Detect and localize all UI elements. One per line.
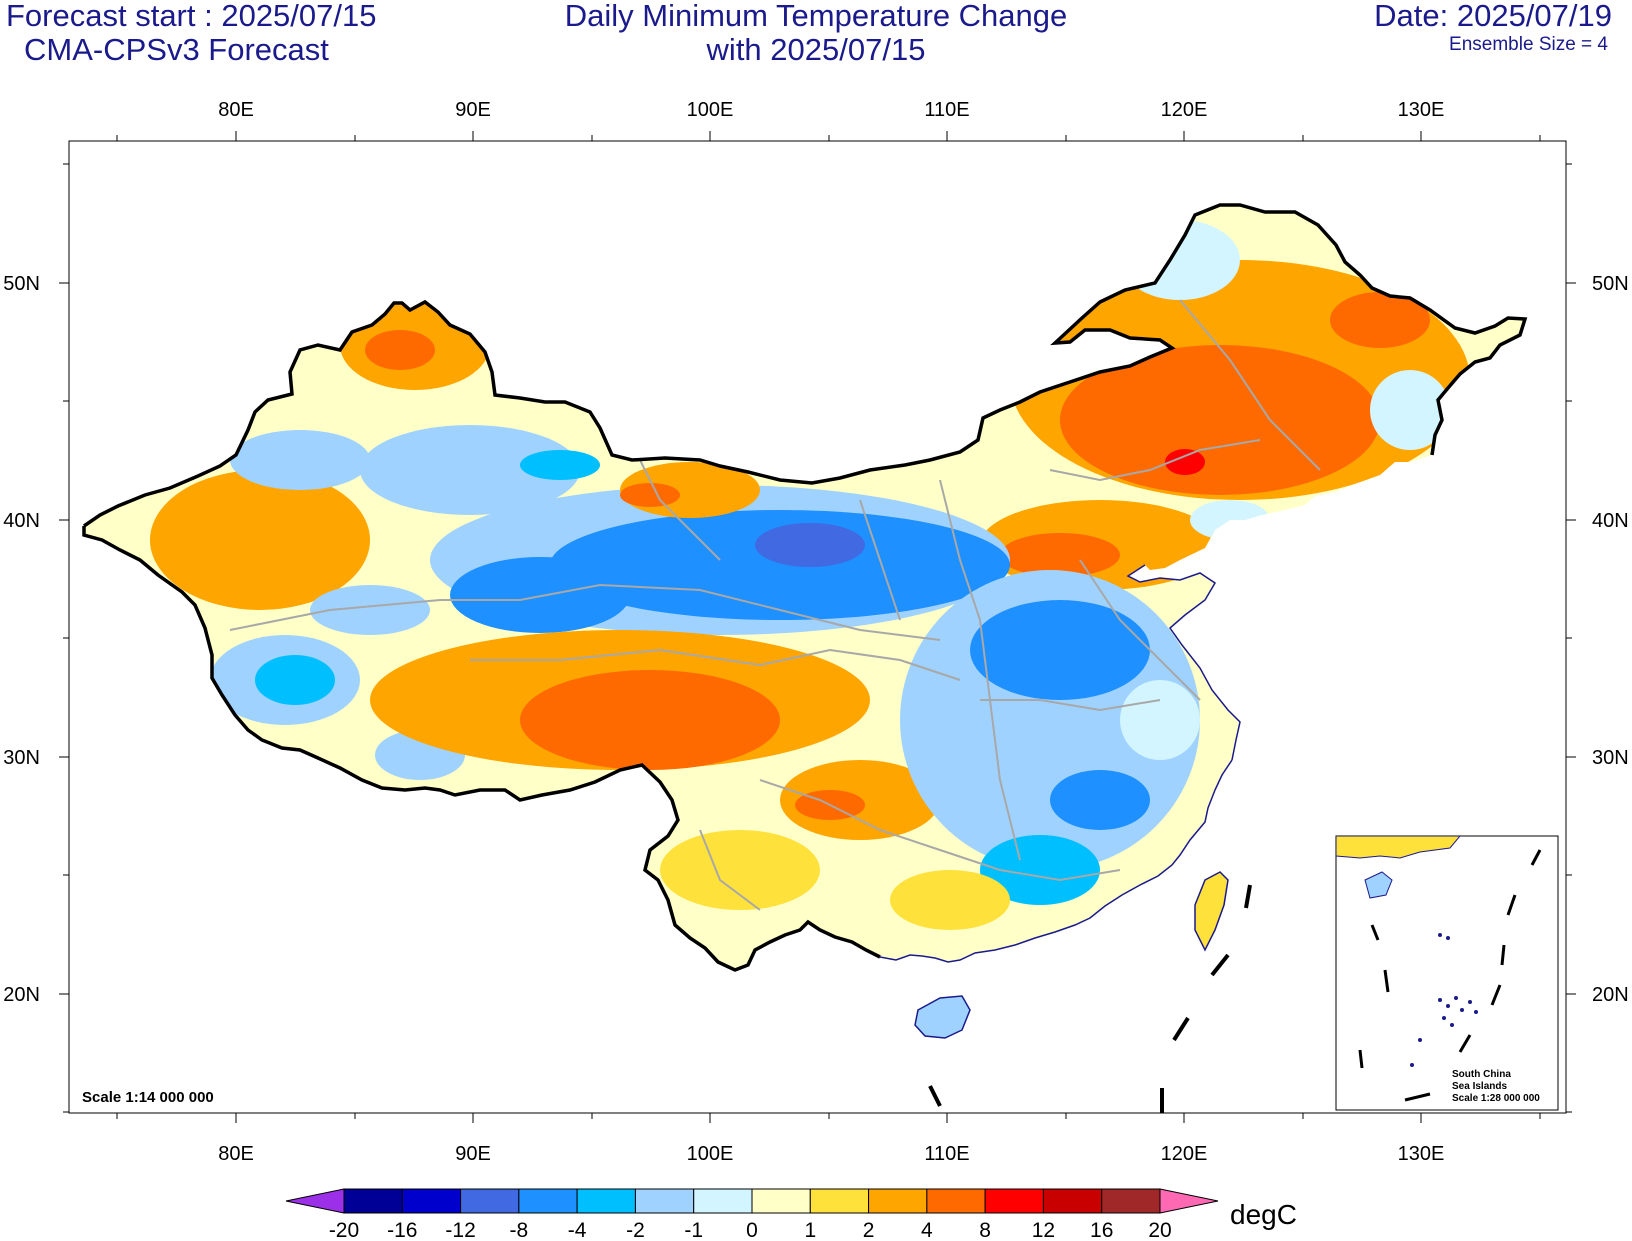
china-coastline <box>879 759 1233 963</box>
axis-tick-labels: 80E 80E 90E 90E 100E 100E 110E 110E 120E 120E 130E… <box>3 99 1628 1165</box>
colorbar-swatch <box>984 1188 1044 1214</box>
colorbar-unit-label: degC <box>1230 1199 1297 1230</box>
left-lat-tick-label: 40N <box>3 510 40 532</box>
colorbar-tick-label: -1 <box>684 1219 703 1241</box>
bottom-lon-tick-label: 130E <box>1398 1143 1445 1165</box>
colorbar-max-arrow <box>1159 1188 1219 1214</box>
inset-label-line3: Scale 1:28 000 000 <box>1452 1093 1540 1104</box>
colorbar-tick-label: 16 <box>1090 1219 1113 1241</box>
top-lon-tick-label: 110E <box>924 99 969 121</box>
colorbar-tick-label: -20 <box>329 1219 359 1241</box>
top-lon-tick-label: 130E <box>1398 99 1445 121</box>
colorbar-tick-label: 1 <box>804 1219 816 1241</box>
inset-label-line2: Sea Islands <box>1452 1081 1507 1092</box>
date-label: Date: 2025/07/19 <box>1374 0 1612 33</box>
taiwan-island <box>1194 871 1229 952</box>
colorbar-tick-label: 8 <box>979 1219 991 1241</box>
map-title-line1: Daily Minimum Temperature Change <box>564 0 1068 33</box>
colorbar-swatch <box>518 1188 578 1214</box>
colorbar-tick-label: 4 <box>921 1219 933 1241</box>
top-lon-tick-label: 100E <box>687 99 734 121</box>
colorbar-tick-label: -2 <box>626 1219 645 1241</box>
right-lat-tick-label: 30N <box>1592 747 1629 769</box>
colorbar-swatch <box>634 1188 695 1214</box>
left-lat-tick-label: 50N <box>3 273 40 295</box>
colorbar-swatch <box>751 1188 811 1214</box>
hainan-island <box>914 995 971 1039</box>
colorbar-swatch <box>1101 1188 1161 1214</box>
right-lat-tick-label: 20N <box>1592 984 1629 1006</box>
colorbar-tick-label: -16 <box>387 1219 417 1241</box>
colorbar-swatch <box>343 1188 403 1214</box>
colorbar-tick-label: 20 <box>1148 1219 1171 1241</box>
bottom-lon-tick-label: 110E <box>924 1143 969 1165</box>
colorbar-tick-label: 0 <box>746 1219 758 1241</box>
china-border-southwest <box>82 526 881 972</box>
colorbar-tick-label: 12 <box>1032 1219 1055 1241</box>
east-coastline <box>1126 564 1241 761</box>
china-border-north <box>83 203 1528 528</box>
colorbar-tick-label: -12 <box>445 1219 475 1241</box>
top-lon-tick-label: 80E <box>218 99 254 121</box>
bottom-lon-tick-label: 90E <box>455 1143 491 1165</box>
inset-label-line1: South China <box>1452 1069 1511 1080</box>
bottom-lon-tick-label: 100E <box>687 1143 734 1165</box>
right-lat-tick-label: 40N <box>1592 510 1629 532</box>
colorbar: -20 -16 -12 -8 -4 -2 -1 0 1 2 4 8 12 16 20 <box>285 1188 1219 1241</box>
colorbar-swatch <box>868 1188 928 1214</box>
map-scale-label: Scale 1:14 000 000 <box>82 1089 214 1106</box>
ensemble-size-label: Ensemble Size = 4 <box>1449 34 1608 55</box>
maritime-dashes <box>928 884 1252 1113</box>
colorbar-swatch <box>926 1188 986 1214</box>
colorbar-tick-label: -4 <box>568 1219 587 1241</box>
top-lon-tick-label: 90E <box>455 99 491 121</box>
colorbar-swatch <box>809 1188 870 1214</box>
right-lat-tick-label: 50N <box>1592 273 1629 295</box>
model-label: CMA-CPSv3 Forecast <box>24 32 329 67</box>
province-boundaries <box>229 299 1321 911</box>
bottom-lon-tick-label: 80E <box>218 1143 254 1165</box>
axis-ticks <box>59 131 1576 1123</box>
colorbar-min-arrow <box>285 1188 345 1214</box>
map-title-line2: with 2025/07/15 <box>706 32 926 67</box>
colorbar-swatch <box>693 1188 753 1214</box>
top-lon-tick-label: 120E <box>1161 99 1208 121</box>
colorbar-swatch <box>1042 1188 1103 1214</box>
colorbar-swatch <box>401 1188 462 1214</box>
forecast-start-label: Forecast start : 2025/07/15 <box>6 0 377 33</box>
inset-content <box>1336 836 1542 1102</box>
bottom-lon-tick-label: 120E <box>1161 1143 1208 1165</box>
left-lat-tick-label: 20N <box>3 984 40 1006</box>
left-lat-tick-label: 30N <box>3 747 40 769</box>
colorbar-tick-label: -8 <box>510 1219 529 1241</box>
colorbar-swatch <box>576 1188 636 1214</box>
colorbar-swatch <box>460 1188 520 1214</box>
colorbar-tick-label: 2 <box>863 1219 875 1241</box>
south-china-sea-inset <box>1335 835 1559 1111</box>
